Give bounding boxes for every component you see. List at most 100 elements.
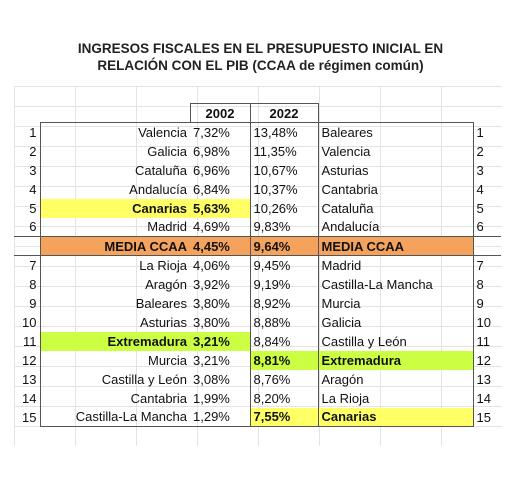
rank-right: 2: [476, 143, 484, 159]
table-row: 1 Valencia 7,32% 13,48% Baleares 1: [14, 122, 501, 142]
table-row: 6 Madrid 4,69% 9,83% Andalucía 6: [14, 217, 501, 237]
rank-right: 8: [476, 276, 484, 292]
rank-left: 15: [22, 409, 37, 425]
table-row: 15 Castilla-La Mancha 1,29% 7,55% Canarias 15: [14, 407, 501, 427]
region-2002: Extremadura: [39, 331, 190, 351]
media-rank-left: [14, 236, 40, 256]
rank-right: 11: [476, 333, 491, 349]
rank-left: 3: [29, 162, 37, 178]
rank-right: 15: [476, 409, 491, 425]
region-2002: La Rioja: [39, 255, 190, 275]
rank-right: 7: [476, 257, 484, 273]
table-row: 10 Asturias 3,80% 8,88% Galicia 10: [14, 312, 501, 332]
region-2022: Baleares: [317, 122, 474, 142]
value-2022: 8,81%: [249, 350, 318, 370]
rank-right: 9: [476, 295, 484, 311]
value-2002: 6,84%: [193, 181, 230, 197]
rank-left: 2: [29, 143, 37, 159]
value-2022: 9,45%: [249, 255, 318, 275]
region-2002: Asturias: [39, 312, 190, 332]
title-line-2: RELACIÓN CON EL PIB (CCAA de régimen com…: [97, 58, 424, 73]
rank-right: 14: [476, 390, 491, 406]
rank-left: 6: [29, 219, 37, 235]
value-2002: 4,69%: [193, 219, 230, 235]
rank-left: 5: [29, 200, 37, 216]
region-2002: Castilla y León: [39, 369, 190, 389]
region-2022: Castilla-La Mancha: [317, 274, 474, 294]
region-2002: Aragón: [39, 274, 190, 294]
table-row: 3 Cataluña 6,96% 10,67% Asturias 3: [14, 160, 501, 180]
value-2002: 4,06%: [193, 257, 230, 273]
region-2022: Extremadura: [317, 350, 474, 370]
value-2002: 3,80%: [193, 295, 230, 311]
region-2022: Asturias: [317, 160, 474, 180]
media-value-2022: 9,64%: [249, 236, 318, 256]
value-2002: 3,92%: [193, 276, 230, 292]
region-2002: Baleares: [39, 293, 190, 313]
media-value-2002: 4,45%: [190, 236, 250, 256]
value-2002: 3,21%: [193, 352, 230, 368]
value-2002: 7,32%: [190, 122, 250, 142]
table-row: 2 Galicia 6,98% 11,35% Valencia 2: [14, 141, 501, 161]
region-2002: Canarias: [39, 198, 190, 218]
media-row: MEDIA CCAA 4,45% 9,64% MEDIA CCAA: [14, 236, 501, 256]
rank-right: 4: [476, 181, 484, 197]
value-2002: 1,29%: [190, 407, 250, 427]
region-2022: Canarias: [317, 407, 474, 427]
region-2022: Galicia: [317, 312, 474, 332]
title-line-1: INGRESOS FISCALES EN EL PRESUPUESTO INIC…: [77, 41, 444, 56]
rank-left: 7: [29, 257, 37, 273]
table-row: 12 Murcia 3,21% 8,81% Extremadura 12: [14, 350, 501, 370]
table-row: 7 La Rioja 4,06% 9,45% Madrid 7: [14, 255, 501, 275]
value-2022: 9,83%: [249, 217, 318, 237]
header-row: 2002 2022: [14, 103, 501, 123]
region-2022: Cataluña: [317, 198, 474, 218]
region-2002: Valencia: [39, 122, 190, 142]
value-2022: 8,76%: [249, 369, 318, 389]
media-label-left: MEDIA CCAA: [39, 236, 190, 256]
value-2022: 8,84%: [249, 331, 318, 351]
region-2002: Galicia: [39, 141, 190, 161]
region-2022: La Rioja: [317, 388, 474, 408]
value-2022: 8,88%: [249, 312, 318, 332]
region-2002: Cataluña: [39, 160, 190, 180]
rank-left: 9: [29, 295, 37, 311]
table-row: 13 Castilla y León 3,08% 8,76% Aragón 13: [14, 369, 501, 389]
rank-right: 3: [476, 162, 484, 178]
region-2022: Cantabria: [317, 179, 474, 199]
rank-right: 6: [476, 219, 484, 235]
rank-left: 14: [22, 390, 37, 406]
header-2022: 2022: [249, 103, 319, 123]
media-label-right: MEDIA CCAA: [317, 236, 474, 256]
value-2022: 13,48%: [249, 122, 318, 142]
value-2002: 3,80%: [193, 314, 230, 330]
table-row: 5 Canarias 5,63% 10,26% Cataluña 5: [14, 198, 501, 218]
region-2022: Castilla y León: [317, 331, 474, 351]
region-2002: Castilla-La Mancha: [39, 407, 190, 427]
rank-right: 10: [476, 314, 491, 330]
table-row: 11 Extremadura 3,21% 8,84% Castilla y León 11: [14, 331, 501, 351]
value-2022: 8,92%: [249, 293, 318, 313]
fiscal-income-table: 2002 2022 1 Valencia 7,32% 13,48% Baleares 1 2…: [14, 103, 501, 427]
rank-left: 4: [29, 181, 37, 197]
value-2022: 11,35%: [249, 141, 318, 161]
value-2022: 10,26%: [249, 198, 318, 218]
rank-right: 13: [476, 371, 491, 387]
region-2002: Andalucía: [39, 179, 190, 199]
rank-left: 11: [23, 333, 37, 349]
region-2002: Cantabria: [39, 388, 190, 408]
rank-left: 10: [22, 314, 37, 330]
rank-left: 13: [22, 371, 37, 387]
region-2022: Aragón: [317, 369, 474, 389]
rank-left: 8: [29, 276, 37, 292]
value-2022: 10,67%: [249, 160, 318, 180]
value-2022: 7,55%: [249, 407, 318, 427]
region-2022: Murcia: [317, 293, 474, 313]
table-row: 4 Andalucía 6,84% 10,37% Cantabria 4: [14, 179, 501, 199]
table-row: 9 Baleares 3,80% 8,92% Murcia 9: [14, 293, 501, 313]
region-2022: Andalucía: [317, 217, 474, 237]
value-2022: 8,20%: [249, 388, 318, 408]
value-2002: 6,96%: [193, 162, 230, 178]
value-2002: 5,63%: [190, 198, 250, 218]
region-2002: Madrid: [39, 217, 190, 237]
